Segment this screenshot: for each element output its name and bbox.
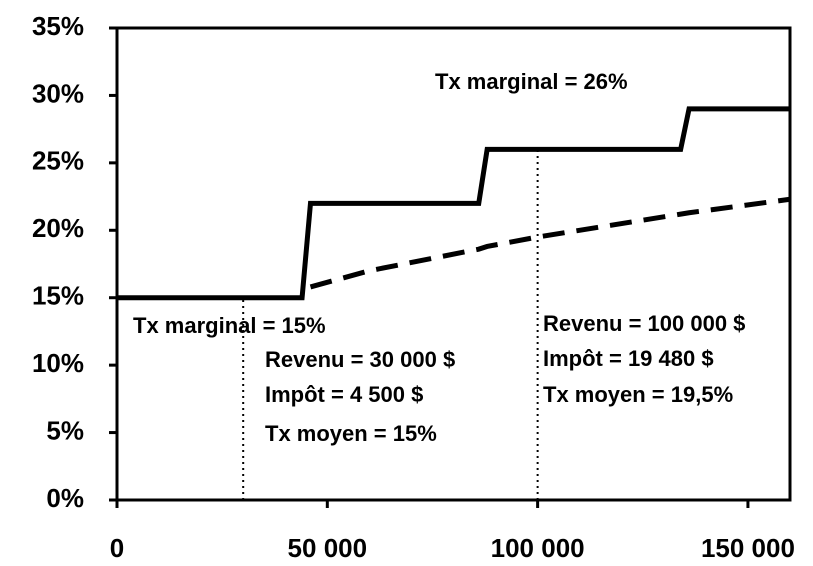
annotation: Tx marginal = 15%	[133, 313, 326, 338]
series-line	[117, 106, 790, 301]
y-tick-label: 5%	[46, 415, 84, 445]
y-tick-label: 0%	[46, 483, 84, 513]
y-tick-label: 35%	[32, 11, 84, 41]
y-tick-label: 25%	[32, 146, 84, 176]
y-tick-label: 20%	[32, 213, 84, 243]
y-tick-label: 10%	[32, 348, 84, 378]
y-tick-label: 30%	[32, 78, 84, 108]
annotation: Tx moyen = 19,5%	[543, 382, 733, 407]
annotation: Revenu = 100 000 $	[543, 311, 745, 336]
x-tick-label: 0	[110, 533, 124, 563]
plot-frame	[115, 26, 792, 502]
annotation: Tx marginal = 26%	[435, 69, 628, 94]
annotation: Tx moyen = 15%	[265, 421, 437, 446]
x-tick-label: 150 000	[701, 533, 795, 563]
annotation: Impôt = 19 480 $	[543, 346, 714, 371]
annotation: Revenu = 30 000 $	[265, 347, 455, 372]
annotation: Impôt = 4 500 $	[265, 382, 423, 407]
x-tick-label: 50 000	[288, 533, 368, 563]
y-tick-label: 15%	[32, 281, 84, 311]
series-line	[309, 196, 791, 290]
x-tick-label: 100 000	[491, 533, 585, 563]
